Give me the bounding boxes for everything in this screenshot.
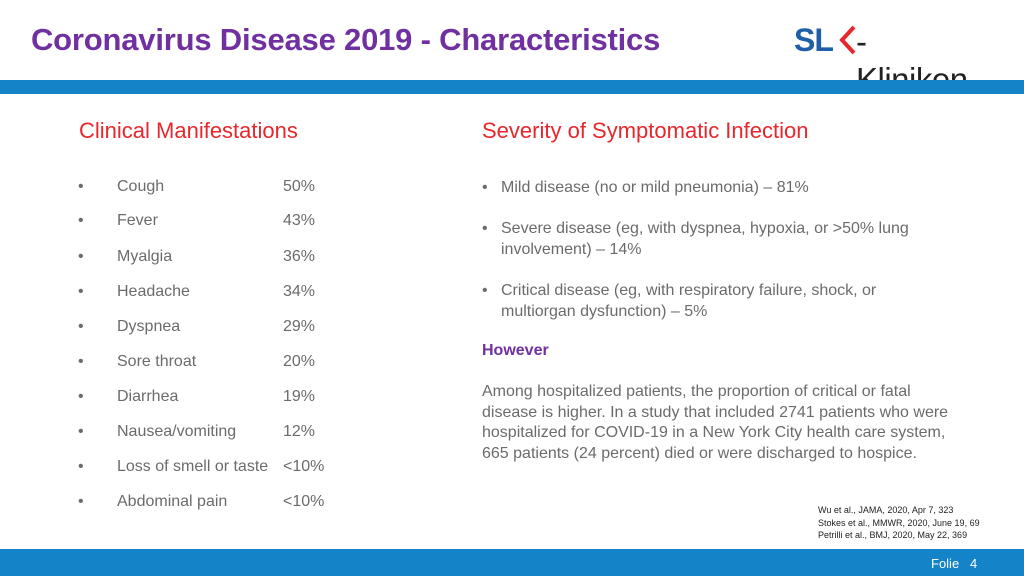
however-label: However xyxy=(482,342,549,359)
slide-title: Coronavirus Disease 2019 - Characteristi… xyxy=(31,22,661,57)
references: Wu et al., JAMA, 2020, Apr 7, 323 Stokes… xyxy=(818,504,980,542)
logo-sl-text: SL xyxy=(794,22,834,58)
slide-label: Folie xyxy=(931,556,960,571)
reference-item: Stokes et al., MMWR, 2020, June 19, 69 xyxy=(818,517,980,528)
clinical-manifestations-heading: Clinical Manifestations xyxy=(79,118,298,143)
severity-heading: Severity of Symptomatic Infection xyxy=(482,118,809,143)
reference-item: Wu et al., JAMA, 2020, Apr 7, 323 xyxy=(818,505,954,515)
slk-chevron-icon xyxy=(839,25,856,55)
slide-number: 4 xyxy=(970,556,978,571)
footer-bar xyxy=(0,549,1024,576)
hospitalized-paragraph: Among hospitalized patients, the proport… xyxy=(482,383,949,462)
header-divider-bar xyxy=(0,80,1024,94)
reference-item: Petrilli et al., BMJ, 2020, May 22, 369 xyxy=(818,530,968,540)
